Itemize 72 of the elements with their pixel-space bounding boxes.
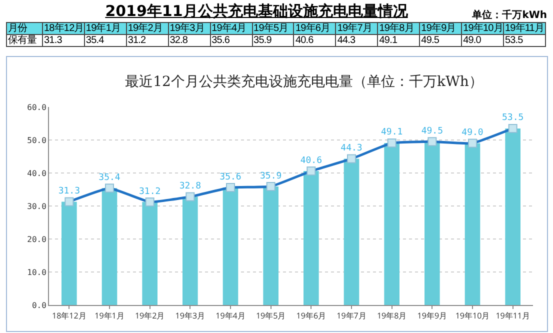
x-tick-label: 19年1月 (94, 310, 124, 322)
data-label: 44.3 (336, 34, 378, 46)
x-tick-label: 19年4月 (216, 310, 246, 322)
data-label: 49.1 (378, 34, 420, 46)
bar (424, 142, 440, 305)
data-label: 32.8 (168, 34, 210, 46)
bar (304, 171, 319, 305)
y-tick-label: 60.0 (27, 102, 47, 112)
bar (102, 188, 118, 305)
bar (62, 202, 77, 305)
text: 44.3 (340, 144, 362, 154)
x-tick-label: 19年10月 (455, 310, 490, 322)
text: 32.8 (179, 182, 202, 192)
y-tick-label: 50.0 (27, 136, 47, 145)
data-label: 35.4 (84, 34, 126, 46)
x-tick-label: 18年12月 (52, 310, 86, 322)
x-tick-label: 19年7月 (336, 310, 366, 322)
text: 31.2 (138, 186, 161, 197)
text: 40.6 (300, 156, 322, 166)
category-label: 19年11月 (504, 23, 544, 34)
category-label: 19年7月 (337, 23, 372, 34)
bar (384, 142, 400, 305)
bar (344, 158, 360, 305)
text: 31.3 (58, 186, 80, 196)
data-label: 40.6 (294, 34, 336, 46)
data-label: 49.5 (420, 34, 462, 46)
text: 35.4 (98, 172, 120, 183)
bar (142, 202, 158, 305)
bar (464, 143, 480, 305)
text: 49.1 (380, 128, 403, 138)
data-label: 35.6 (210, 34, 252, 46)
x-tick-label: 19年9月 (417, 310, 448, 322)
category-label: 19年4月 (212, 23, 246, 34)
text: 月份 (6, 22, 42, 34)
category-label: 19年8月 (379, 23, 414, 34)
text: 49.5 (421, 126, 444, 136)
data-label: 49.0 (462, 34, 504, 46)
text: 53.5 (502, 113, 524, 124)
category-label: 19年2月 (128, 23, 162, 34)
text: 35.6 (220, 172, 242, 182)
text: 保有量 (6, 34, 42, 46)
y-tick-label: 0.0 (32, 300, 47, 310)
text: 单位：千万kWh (472, 8, 547, 22)
x-tick-label: 19年8月 (376, 310, 407, 322)
chart-subtitle: 最近12个月公共类充电设施充电电量（单位：千万kWh） (125, 74, 483, 90)
category-label: 19年5月 (254, 23, 288, 34)
x-tick-label: 19年2月 (134, 310, 165, 322)
x-tick-label: 19年3月 (175, 310, 206, 322)
x-tick-label: 19年11月 (496, 310, 530, 322)
bar (505, 128, 520, 305)
bar (222, 188, 238, 305)
bar (263, 186, 278, 305)
category-label: 18年12月 (44, 23, 84, 34)
y-tick-label: 20.0 (27, 234, 47, 244)
category-label: 19年9月 (421, 23, 456, 34)
y-tick-label: 10.0 (27, 268, 47, 277)
category-label: 19年10月 (463, 23, 503, 34)
category-label: 19年6月 (295, 23, 330, 34)
text: 49.0 (462, 128, 484, 138)
data-label: 53.5 (503, 34, 546, 46)
chart-title: 2019年11月公共充电基础设施充电电量情况 (105, 2, 409, 20)
category-label: 19年1月 (86, 23, 121, 34)
x-tick-label: 19年6月 (296, 310, 326, 322)
data-label: 35.9 (252, 34, 294, 46)
y-tick-label: 40.0 (27, 168, 47, 178)
data-label: 31.3 (42, 34, 84, 46)
category-label: 19年3月 (170, 23, 204, 34)
text: 35.9 (260, 171, 282, 182)
bar (182, 196, 198, 305)
x-tick-label: 19年5月 (256, 310, 286, 322)
y-tick-label: 30.0 (27, 202, 47, 211)
data-label: 31.2 (126, 34, 168, 46)
